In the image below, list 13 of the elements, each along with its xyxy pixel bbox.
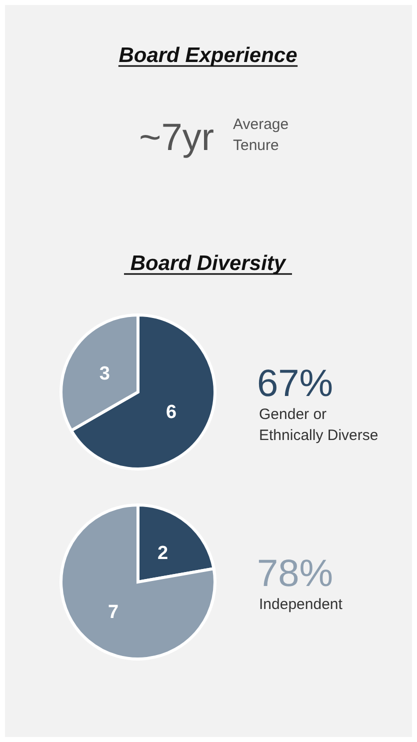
text: 78% [257,553,334,595]
chart-title: Board Diversity [130,252,287,275]
text: Independent [259,596,344,613]
text: Average Tenure [233,116,289,154]
text: Gender or Ethnically Diverse [259,406,378,444]
data-label: 6 [166,402,177,423]
text: Board Experience [118,44,298,67]
data-label: 2 [157,543,168,564]
data-label: 3 [99,363,110,384]
pie-slice [60,504,216,660]
data-label: 7 [108,602,119,624]
text: ~7yr [139,117,214,159]
text: 67% [257,363,334,405]
